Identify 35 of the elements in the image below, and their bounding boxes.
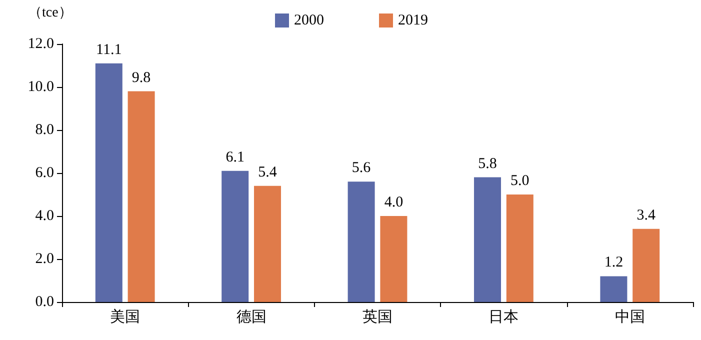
y-tick-label: 4.0 (35, 208, 54, 224)
y-tick-label: 0.0 (35, 294, 54, 310)
bar (222, 170, 249, 302)
data-label: 6.1 (226, 149, 244, 166)
data-label: 5.4 (258, 164, 278, 180)
data-label: 3.4 (636, 207, 656, 224)
x-tick-label: 中国 (614, 308, 645, 326)
bar (506, 194, 534, 302)
bar (474, 177, 501, 302)
data-label: 5.6 (352, 160, 372, 176)
data-label: 5.8 (478, 156, 497, 172)
x-tick-label: 美国 (110, 308, 140, 326)
bar (600, 276, 628, 302)
bar (380, 216, 408, 302)
data-label: 9.8 (132, 70, 151, 86)
data-label: 5.0 (510, 173, 530, 189)
data-label: 11.1 (96, 42, 122, 58)
y-tick-label: 2.0 (35, 251, 54, 267)
y-axis-title: （tce） (28, 6, 72, 20)
y-tick-label: 8.0 (35, 122, 54, 138)
legend-label: 2019 (398, 12, 428, 28)
bar (128, 91, 155, 302)
bar (254, 186, 281, 302)
data-label: 1.2 (604, 254, 624, 271)
x-tick-label: 英国 (362, 308, 392, 326)
data-label: 4.0 (384, 194, 404, 210)
x-tick-label: 日本 (488, 308, 519, 326)
legend-label: 2000 (294, 12, 324, 28)
bar (95, 63, 122, 302)
bar (632, 228, 660, 302)
bar (348, 182, 375, 302)
y-tick-label: 12.0 (28, 36, 54, 52)
y-tick-label: 10.0 (28, 79, 54, 95)
y-tick-label: 6.0 (35, 165, 54, 181)
x-tick-label: 德国 (236, 310, 266, 326)
